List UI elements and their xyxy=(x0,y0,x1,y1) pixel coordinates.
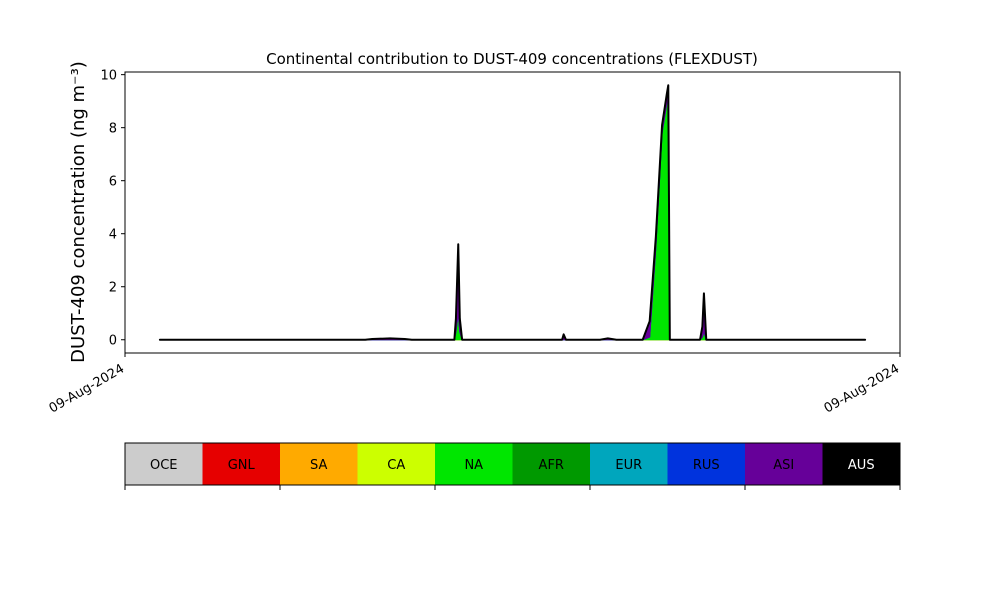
y-tick-label: 4 xyxy=(109,228,117,243)
legend-swatch xyxy=(745,443,823,485)
y-tick-label: 2 xyxy=(109,281,117,296)
legend-swatch xyxy=(280,443,358,485)
area xyxy=(159,95,866,341)
legend-label: GNL xyxy=(228,458,256,473)
area xyxy=(159,95,866,341)
y-axis-label: DUST-409 concentration (ng m⁻³) xyxy=(68,61,89,363)
y-tick-label: 10 xyxy=(100,69,117,84)
legend-swatch xyxy=(202,443,280,485)
x-tick-label: 09-Aug-2024 xyxy=(47,361,127,416)
legend-swatch xyxy=(590,443,668,485)
x-tick-label: 09-Aug-2024 xyxy=(822,361,902,416)
legend-frame xyxy=(124,442,901,486)
legend-label: OCE xyxy=(150,458,178,473)
chart-title: Continental contribution to DUST-409 con… xyxy=(266,50,758,68)
legend-swatch xyxy=(125,443,203,485)
legend-label: AUS xyxy=(848,458,875,473)
legend-swatch xyxy=(822,443,900,485)
legend-label: NA xyxy=(464,458,483,473)
area xyxy=(159,95,866,341)
area xyxy=(159,95,866,341)
legend-label: AFR xyxy=(539,458,564,473)
legend-label: ASI xyxy=(773,458,794,473)
area xyxy=(158,84,867,341)
legend-label: SA xyxy=(310,458,327,473)
axes-frame xyxy=(124,71,901,354)
legend-swatch xyxy=(357,443,435,485)
legend-swatch xyxy=(435,443,513,485)
area xyxy=(159,84,866,341)
legend-label: EUR xyxy=(615,458,642,473)
y-tick-label: 6 xyxy=(109,175,117,190)
y-tick-label: 8 xyxy=(109,122,117,137)
legend-swatch xyxy=(667,443,745,485)
legend-label: RUS xyxy=(693,458,720,473)
legend-label: CA xyxy=(387,458,405,473)
colorbar-legend: OCE GNL SA CA NA AFR EUR RUS ASI AUS xyxy=(124,442,901,490)
plot-area xyxy=(158,84,867,341)
legend-swatch xyxy=(512,443,590,485)
y-tick-label: 0 xyxy=(109,334,117,349)
